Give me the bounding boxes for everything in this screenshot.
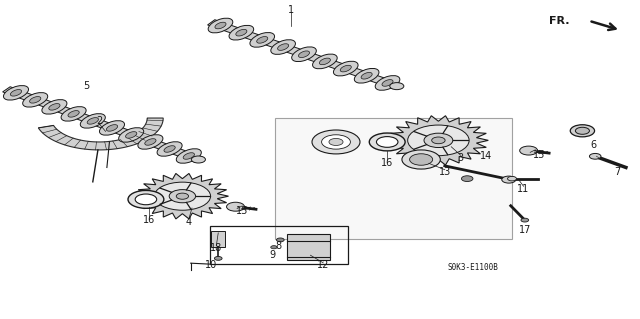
Polygon shape [136, 174, 228, 219]
Ellipse shape [333, 61, 358, 76]
Ellipse shape [257, 37, 268, 43]
Text: 15: 15 [533, 150, 546, 160]
Ellipse shape [164, 146, 175, 152]
Ellipse shape [236, 29, 247, 36]
Ellipse shape [408, 125, 469, 156]
Text: FR.: FR. [549, 16, 570, 26]
Ellipse shape [521, 218, 529, 222]
Ellipse shape [128, 190, 164, 208]
Ellipse shape [145, 139, 156, 145]
Ellipse shape [278, 44, 289, 50]
Text: 8: 8 [275, 241, 282, 251]
Ellipse shape [250, 33, 275, 47]
Ellipse shape [361, 72, 372, 79]
Ellipse shape [375, 76, 400, 90]
Text: 9: 9 [269, 250, 275, 260]
Text: 18: 18 [210, 243, 223, 253]
Text: 14: 14 [480, 151, 493, 161]
Ellipse shape [292, 47, 316, 62]
Ellipse shape [312, 130, 360, 154]
Ellipse shape [106, 125, 118, 131]
Bar [287, 234, 330, 260]
Ellipse shape [508, 176, 516, 181]
Ellipse shape [227, 202, 244, 211]
Ellipse shape [271, 40, 296, 55]
Ellipse shape [424, 133, 453, 147]
Ellipse shape [99, 121, 125, 135]
Text: 4: 4 [186, 217, 192, 227]
Polygon shape [3, 87, 202, 162]
Ellipse shape [176, 193, 189, 199]
Ellipse shape [319, 58, 330, 65]
Ellipse shape [402, 150, 440, 169]
Text: 7: 7 [614, 167, 621, 177]
Ellipse shape [382, 80, 393, 86]
Polygon shape [275, 118, 512, 239]
Ellipse shape [87, 118, 99, 124]
Ellipse shape [390, 83, 404, 90]
Text: 16: 16 [143, 215, 156, 225]
Ellipse shape [191, 156, 205, 163]
Ellipse shape [42, 100, 67, 114]
Ellipse shape [29, 97, 41, 103]
Ellipse shape [271, 246, 277, 249]
Text: 11: 11 [517, 184, 530, 194]
Ellipse shape [138, 135, 163, 149]
Bar [211, 231, 225, 247]
Polygon shape [38, 118, 163, 150]
Ellipse shape [3, 85, 29, 100]
Ellipse shape [157, 142, 182, 156]
Text: 12: 12 [317, 260, 330, 271]
Ellipse shape [575, 127, 589, 134]
Ellipse shape [376, 137, 398, 147]
Ellipse shape [276, 238, 284, 242]
Text: 3: 3 [458, 153, 464, 163]
Ellipse shape [589, 153, 601, 159]
Ellipse shape [432, 137, 445, 144]
Ellipse shape [118, 128, 144, 142]
Ellipse shape [68, 111, 79, 117]
Ellipse shape [183, 153, 195, 159]
Ellipse shape [502, 176, 516, 183]
Ellipse shape [22, 93, 48, 107]
Text: S0K3-E1100B: S0K3-E1100B [448, 263, 499, 272]
Ellipse shape [410, 154, 433, 165]
Text: 17: 17 [518, 225, 531, 235]
Ellipse shape [49, 104, 60, 110]
Ellipse shape [229, 25, 253, 40]
Ellipse shape [10, 90, 22, 96]
Ellipse shape [135, 194, 157, 205]
Polygon shape [207, 20, 401, 89]
Text: 5: 5 [83, 81, 90, 91]
Polygon shape [388, 116, 488, 165]
Text: 16: 16 [381, 158, 394, 168]
Text: 2: 2 [96, 116, 102, 126]
Ellipse shape [355, 68, 379, 83]
Ellipse shape [214, 256, 222, 260]
Ellipse shape [312, 54, 337, 69]
Ellipse shape [176, 149, 202, 163]
Ellipse shape [125, 132, 137, 138]
Text: 6: 6 [591, 140, 597, 150]
Ellipse shape [154, 182, 211, 210]
Ellipse shape [80, 114, 106, 128]
Ellipse shape [61, 107, 86, 121]
Ellipse shape [322, 135, 351, 149]
Ellipse shape [208, 18, 233, 33]
Ellipse shape [461, 176, 473, 182]
Text: 10: 10 [205, 260, 218, 271]
Ellipse shape [570, 125, 595, 137]
Bar [210, 226, 348, 264]
Ellipse shape [329, 138, 343, 145]
Ellipse shape [340, 65, 351, 72]
Ellipse shape [298, 51, 310, 57]
Ellipse shape [520, 146, 538, 155]
Text: 15: 15 [236, 205, 248, 216]
Ellipse shape [369, 133, 405, 151]
Ellipse shape [215, 22, 226, 29]
Ellipse shape [169, 189, 196, 203]
Text: 13: 13 [438, 167, 451, 177]
Text: 1: 1 [288, 4, 294, 15]
